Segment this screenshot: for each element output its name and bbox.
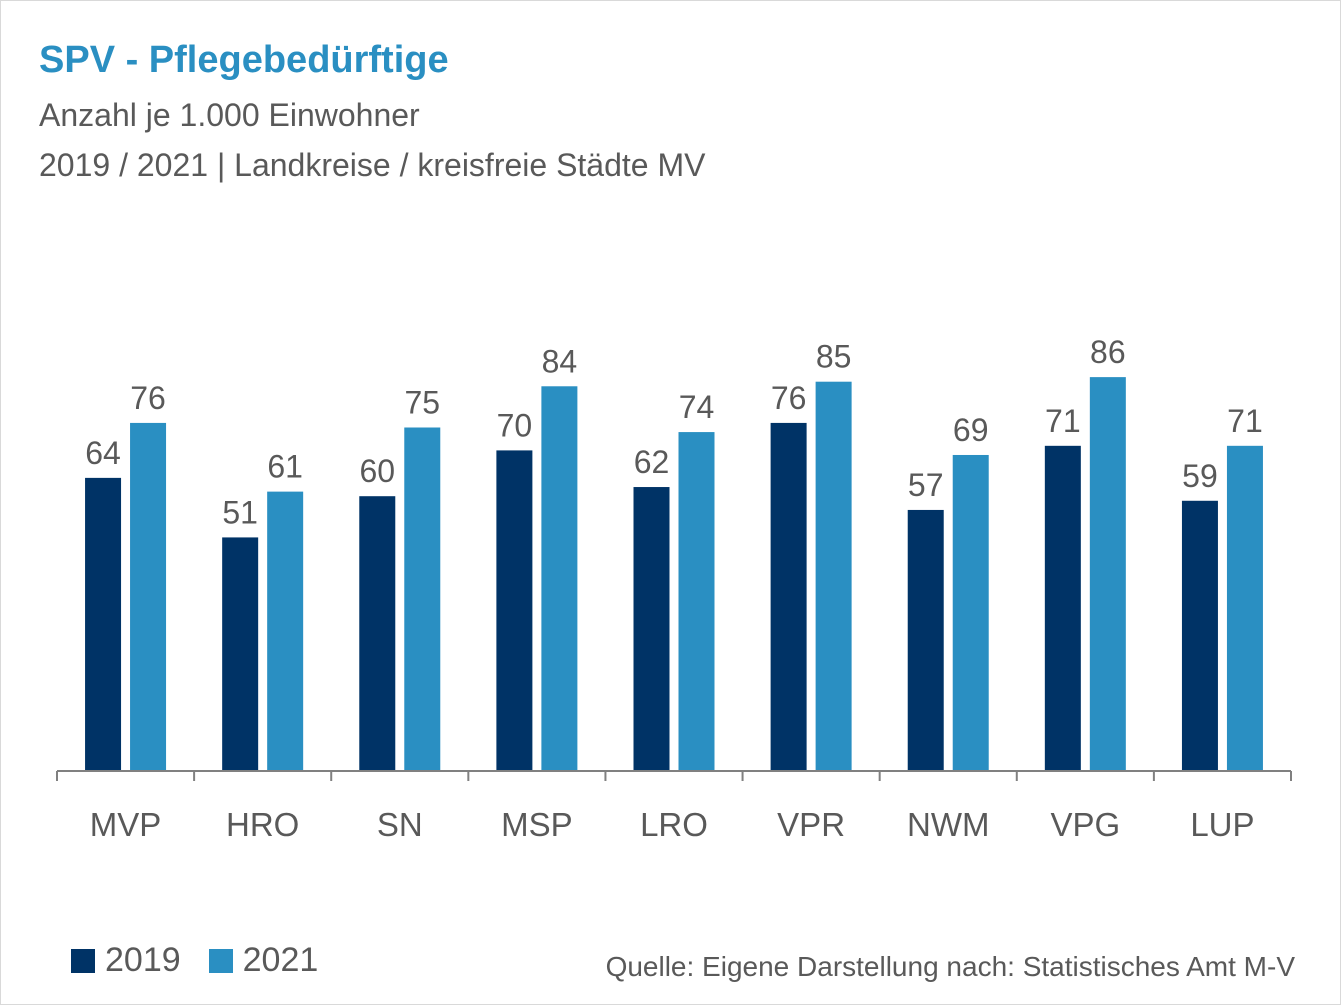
category-label-hro: HRO: [226, 806, 299, 843]
chart-title: SPV - Pflegebedürftige: [39, 39, 449, 81]
value-label-hro-2021: 61: [267, 449, 303, 485]
value-label-vpr-2021: 85: [816, 339, 852, 375]
category-label-nwm: NWM: [907, 806, 989, 843]
bar-sn-2021: [404, 427, 441, 771]
value-label-nwm-2021: 69: [953, 412, 989, 448]
legend: 2019 2021: [71, 941, 346, 980]
bar-lro-2021: [678, 432, 715, 771]
source-note: Quelle: Eigene Darstellung nach: Statist…: [605, 951, 1295, 982]
legend-item-2019: 2019: [71, 941, 181, 980]
bar-vpr-2021: [815, 381, 852, 771]
bar-vpg-2019: [1044, 445, 1081, 771]
category-labels-group: MVP HRO SN MSP LRO VPR NWM VPG LUP: [90, 806, 1255, 843]
legend-swatch-2021: [208, 948, 233, 973]
value-label-lro-2019: 62: [634, 444, 670, 480]
bars-group: [85, 377, 1263, 771]
category-label-vpr: VPR: [777, 806, 845, 843]
category-label-sn: SN: [377, 806, 423, 843]
bar-nwm-2021: [952, 454, 989, 771]
bar-hro-2021: [267, 491, 304, 771]
value-label-nwm-2019: 57: [908, 467, 944, 503]
category-label-lro: LRO: [640, 806, 708, 843]
value-label-lro-2021: 74: [679, 389, 715, 425]
value-label-vpg-2019: 71: [1045, 403, 1081, 439]
value-label-hro-2019: 51: [222, 494, 258, 530]
category-label-mvp: MVP: [90, 806, 162, 843]
category-label-msp: MSP: [501, 806, 573, 843]
value-label-vpg-2021: 86: [1090, 334, 1126, 370]
bar-lup-2019: [1181, 500, 1218, 771]
value-label-vpr-2019: 76: [771, 380, 807, 416]
bar-msp-2021: [541, 386, 578, 771]
value-label-lup-2019: 59: [1182, 458, 1218, 494]
bar-lup-2021: [1226, 445, 1263, 771]
chart-subtitle-scope: 2019 / 2021 | Landkreise / kreisfreie St…: [39, 147, 706, 183]
category-label-lup: LUP: [1190, 806, 1254, 843]
bar-vpg-2021: [1089, 377, 1126, 771]
bar-mvp-2021: [130, 422, 167, 771]
bar-hro-2019: [222, 537, 259, 771]
value-label-sn-2019: 60: [359, 453, 395, 489]
value-label-lup-2021: 71: [1227, 403, 1263, 439]
x-axis-ticks: [56, 771, 1292, 781]
legend-swatch-2019: [71, 948, 95, 973]
category-label-vpg: VPG: [1050, 806, 1120, 843]
legend-label-2021: 2021: [242, 941, 319, 979]
bar-vpr-2019: [770, 422, 807, 771]
legend-label-2019: 2019: [105, 941, 181, 979]
bar-sn-2019: [359, 496, 396, 771]
bar-nwm-2019: [907, 509, 944, 771]
bar-lro-2019: [633, 487, 670, 771]
bar-msp-2019: [496, 450, 533, 771]
value-label-sn-2021: 75: [404, 385, 440, 421]
value-label-msp-2019: 70: [497, 407, 533, 443]
value-label-mvp-2021: 76: [130, 380, 166, 416]
value-label-mvp-2019: 64: [85, 435, 121, 471]
legend-item-2021: 2021: [208, 941, 319, 980]
chart-subtitle: Anzahl je 1.000 Einwohner: [39, 97, 420, 133]
value-label-msp-2021: 84: [542, 343, 578, 379]
bar-mvp-2019: [85, 477, 122, 771]
